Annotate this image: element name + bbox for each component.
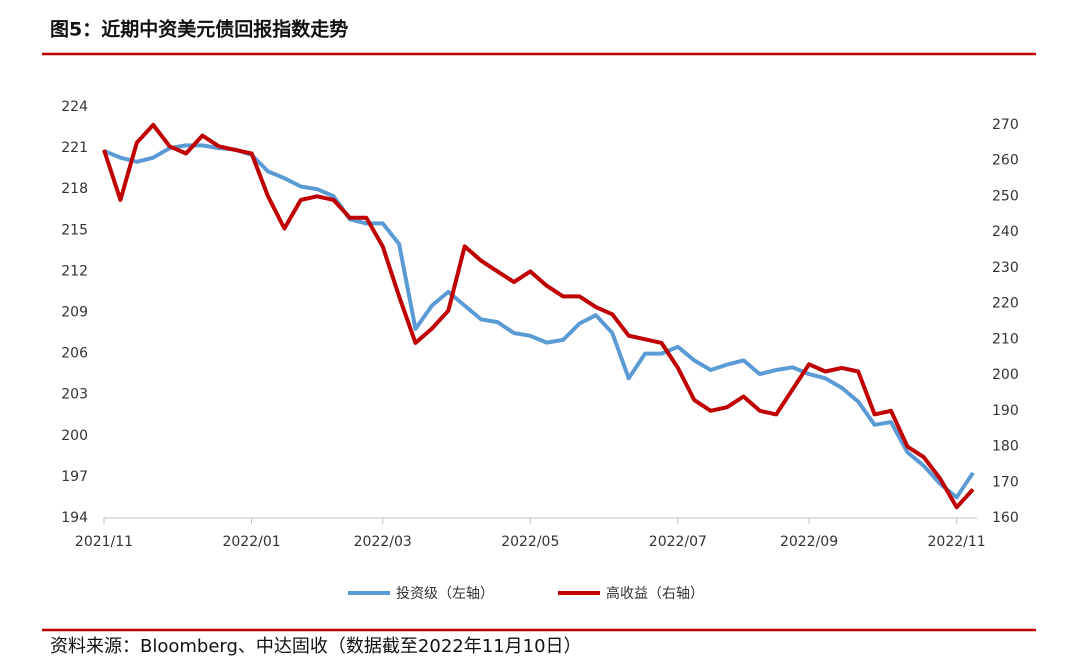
y-tick-label: 197 [61, 469, 88, 485]
y2-tick-label: 190 [992, 403, 1019, 419]
y-tick-label: 224 [61, 99, 88, 115]
chart-title: 图5：近期中资美元债回报指数走势 [50, 18, 348, 41]
x-tick-label: 2022/01 [222, 534, 280, 550]
y2-tick-label: 260 [992, 153, 1019, 169]
legend-label: 高收益（右轴） [606, 585, 704, 602]
y-tick-label: 206 [61, 346, 88, 362]
y-tick-label: 200 [61, 428, 88, 444]
series-line [102, 122, 975, 510]
y-tick-label: 203 [61, 387, 88, 403]
y2-tick-label: 210 [992, 331, 1019, 347]
source: 资料来源：Bloomberg、中达固收（数据截至2022年11月10日） [50, 636, 582, 657]
y-tick-label: 194 [61, 510, 88, 526]
y-tick-label: 212 [61, 263, 88, 279]
x-tick-label: 2022/03 [354, 534, 412, 550]
x-tick-label: 2022/09 [780, 534, 838, 550]
x-tick-label: 2021/11 [75, 534, 133, 550]
y2-tick-label: 230 [992, 260, 1019, 276]
y2-tick-label: 240 [992, 224, 1019, 240]
y2-tick-label: 170 [992, 474, 1019, 490]
y-tick-label: 218 [61, 181, 88, 197]
y2-tick-label: 200 [992, 367, 1019, 383]
y-tick-label: 209 [61, 305, 88, 321]
x-tick-label: 2022/05 [501, 534, 559, 550]
y2-tick-label: 220 [992, 296, 1019, 312]
y2-tick-label: 160 [992, 510, 1019, 526]
series-line [103, 143, 975, 500]
y2-tick-label: 180 [992, 439, 1019, 455]
y2-tick-label: 270 [992, 117, 1019, 133]
y-tick-label: 215 [61, 222, 88, 238]
legend-label: 投资级（左轴） [396, 586, 494, 602]
y-tick-label: 221 [61, 140, 88, 156]
y2-tick-label: 250 [992, 188, 1019, 204]
x-tick-label: 2022/07 [649, 534, 707, 550]
x-tick-label: 2022/11 [928, 534, 986, 550]
